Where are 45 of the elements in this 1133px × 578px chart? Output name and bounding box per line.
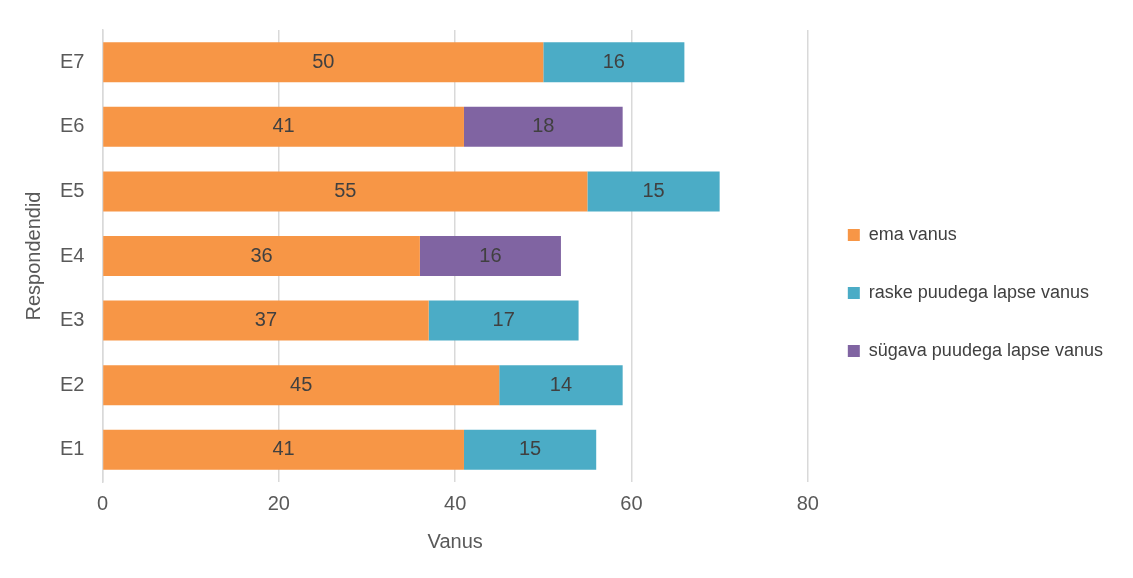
data-label: 37 (254, 308, 278, 331)
y-tick-label: E7 (59, 49, 85, 72)
bar (463, 106, 623, 147)
x-axis-title: Vanus (427, 529, 483, 552)
legend-label: sügava puudega lapse vanus (868, 339, 1103, 360)
data-label: 41 (272, 114, 295, 137)
legend-label: ema vanus (868, 223, 957, 244)
y-tick-label: E4 (59, 243, 85, 266)
bar (543, 42, 685, 83)
bar (419, 235, 561, 277)
x-tick-label: 60 (620, 491, 643, 514)
data-label: 17 (492, 308, 515, 331)
bar (103, 171, 588, 212)
y-tick-label: E2 (59, 372, 85, 395)
bar (428, 300, 579, 341)
x-tick-label: 0 (96, 491, 109, 514)
y-tick-label: E3 (59, 308, 85, 331)
bar (103, 235, 420, 277)
bar (103, 429, 464, 470)
data-label: 50 (312, 49, 335, 72)
y-tick-label: E5 (59, 178, 85, 201)
data-label: 15 (642, 178, 665, 201)
bar (103, 106, 464, 147)
data-label: 55 (334, 178, 357, 201)
bar (587, 171, 720, 212)
x-tick-label: 80 (796, 491, 819, 514)
data-label: 16 (602, 49, 625, 72)
x-tick-label: 40 (444, 491, 467, 514)
bar (463, 429, 597, 470)
x-tick-label: 20 (267, 491, 290, 514)
data-label: 18 (532, 114, 555, 137)
data-label: 41 (272, 437, 295, 460)
y-axis-title: Respondendid (21, 191, 44, 321)
y-tick-label: E1 (59, 437, 85, 460)
data-label: 36 (250, 243, 273, 266)
data-label: 45 (290, 372, 313, 395)
bar (103, 300, 429, 341)
y-tick-label: E6 (59, 114, 85, 137)
legend-label: raske puudega lapse vanus (868, 281, 1089, 302)
data-label: 14 (549, 372, 573, 395)
bar (103, 365, 500, 406)
bar (103, 42, 544, 83)
bar (499, 365, 623, 406)
data-label: 15 (518, 437, 542, 460)
data-label: 16 (479, 243, 502, 266)
